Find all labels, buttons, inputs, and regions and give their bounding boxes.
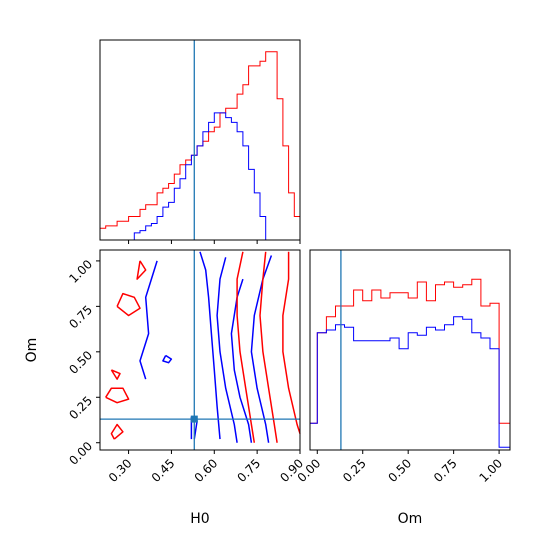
joint-contours	[105, 251, 301, 443]
y-tick-label-om: 0.50	[66, 348, 95, 377]
x-tick-label-om: 1.00	[476, 456, 505, 485]
om-histograms	[309, 278, 510, 450]
joint-frame	[99, 249, 301, 451]
joint-x-axis: 0.30 0.45 0.60 0.75 0.90	[106, 450, 306, 485]
contour-red-9	[282, 251, 301, 434]
x-axis-label-om: Om	[398, 511, 423, 527]
h0-histogram-blue	[100, 112, 300, 241]
y-tick-label-om: 0.00	[66, 439, 95, 468]
contour-red-10	[116, 292, 141, 317]
contour-red-14	[136, 260, 147, 280]
y-tick-label-om: 1.00	[66, 257, 95, 286]
x-tick-label-h0: 0.30	[106, 456, 135, 485]
x-tick-label-h0: 0.45	[149, 456, 178, 485]
x-axis-label-h0: H0	[190, 511, 209, 527]
y-tick-label-om: 0.25	[66, 393, 95, 422]
contour-red-7	[236, 251, 256, 443]
y-axis-label-om: Om	[24, 338, 40, 363]
contour-blue-5	[162, 354, 173, 364]
contour-red-11	[105, 387, 130, 404]
h0-marginal-ticks	[128, 240, 301, 244]
x-tick-label-om: 0.75	[431, 456, 460, 485]
h0-histograms	[99, 51, 300, 241]
x-tick-label-h0: 0.60	[192, 456, 221, 485]
x-tick-label-om: 0.50	[386, 456, 415, 485]
y-tick-label-om: 0.75	[66, 303, 95, 332]
contour-blue-3	[250, 255, 273, 443]
h0-marginal-panel	[99, 39, 301, 244]
contour-blue-1	[216, 257, 238, 443]
om-marginal-frame	[309, 249, 511, 451]
joint-contour-panel: 0.30 0.45 0.60 0.75 0.90 0.000.250.500.751.0…	[24, 249, 306, 527]
joint-truth-marker	[190, 415, 198, 423]
contour-blue-0	[199, 251, 221, 440]
om-histogram-blue	[309, 316, 510, 450]
om-marginal-panel: 0.00 0.25 0.50 0.75 1.00 Om	[295, 249, 511, 527]
contour-blue-4	[139, 260, 158, 380]
contour-red-12	[110, 369, 121, 380]
contour-red-13	[110, 423, 124, 440]
om-x-axis: 0.00 0.25 0.50 0.75 1.00	[295, 450, 505, 485]
x-tick-label-om: 0.25	[340, 456, 369, 485]
om-histogram-red	[309, 278, 510, 450]
contour-red-8	[259, 251, 278, 443]
joint-y-axis: 0.00 0.25 0.50 0.75 1.00	[66, 257, 100, 468]
h0-marginal-frame	[99, 39, 301, 241]
x-tick-label-h0: 0.75	[234, 456, 263, 485]
